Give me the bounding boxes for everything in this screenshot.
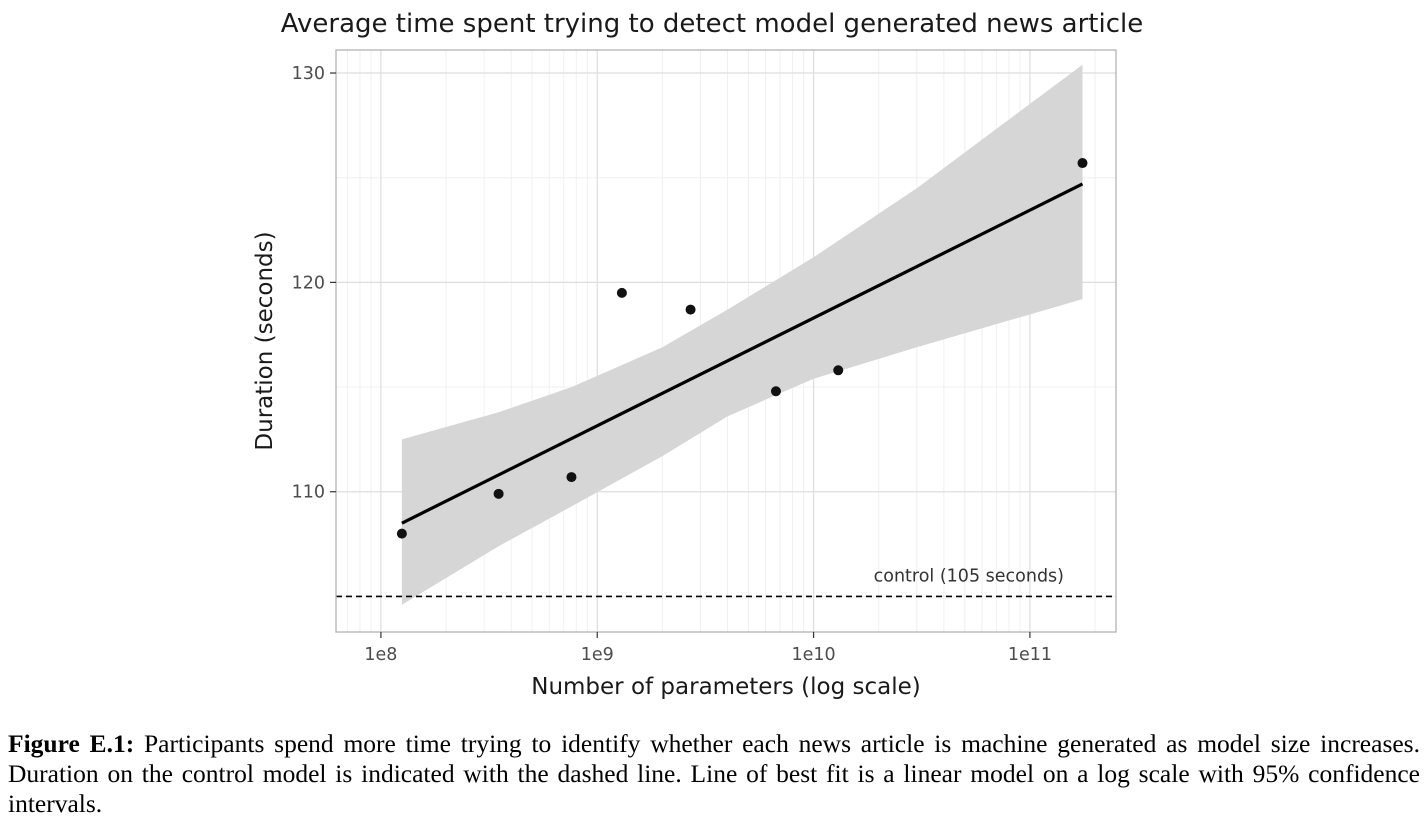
plot-panel-border bbox=[335, 49, 1117, 633]
data-point bbox=[1077, 158, 1088, 169]
chart: control (105 seconds) 1e8 1e9 1e10 1e11 110… bbox=[252, 9, 1143, 700]
caption-text: Participants spend more time trying to i… bbox=[8, 729, 1420, 818]
caption-label: Figure E.1: bbox=[8, 729, 135, 758]
y-axis-label: Duration (seconds) bbox=[252, 231, 278, 450]
confidence-band bbox=[401, 64, 1083, 605]
y-tick-label: 110 bbox=[292, 483, 325, 503]
control-reference-label: control (105 seconds) bbox=[874, 566, 1064, 586]
best-fit-line bbox=[401, 182, 1084, 525]
y-tick-label: 130 bbox=[292, 64, 325, 84]
x-tick-label: 1e10 bbox=[791, 645, 835, 665]
y-axis-ticks: 110 120 130 bbox=[292, 64, 336, 503]
x-tick-label: 1e8 bbox=[364, 645, 397, 665]
x-tick-label: 1e9 bbox=[581, 645, 614, 665]
data-point bbox=[566, 472, 577, 483]
x-axis-label: Number of parameters (log scale) bbox=[531, 674, 920, 700]
data-point bbox=[770, 386, 781, 397]
data-point bbox=[396, 528, 407, 539]
data-point bbox=[685, 304, 696, 315]
figure-caption: Figure E.1: Participants spend more time… bbox=[8, 729, 1420, 819]
x-axis-ticks: 1e8 1e9 1e10 1e11 bbox=[364, 632, 1052, 665]
data-points bbox=[396, 158, 1088, 539]
data-point bbox=[833, 365, 844, 376]
x-tick-label: 1e11 bbox=[1008, 645, 1052, 665]
y-tick-label: 120 bbox=[292, 273, 325, 293]
data-point bbox=[616, 287, 627, 298]
data-point bbox=[493, 488, 504, 499]
chart-title: Average time spent trying to detect mode… bbox=[281, 9, 1143, 39]
